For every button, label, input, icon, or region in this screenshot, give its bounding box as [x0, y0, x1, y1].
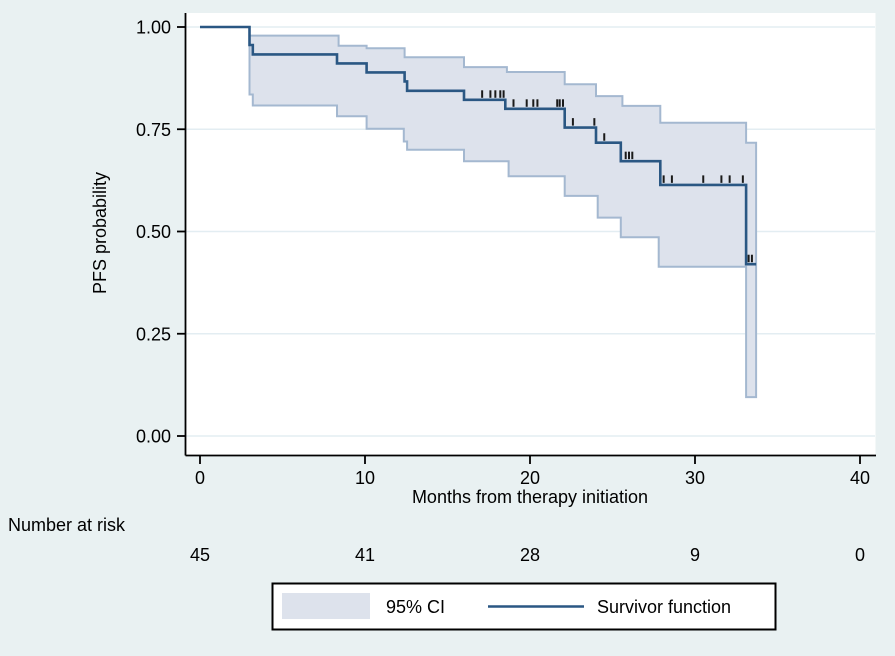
risk-count: 9 [690, 545, 700, 565]
x-tick-label: 30 [685, 468, 705, 488]
risk-count: 28 [520, 545, 540, 565]
y-tick-label: 0.50 [136, 222, 171, 242]
x-tick-label: 40 [850, 468, 870, 488]
risk-count: 45 [190, 545, 210, 565]
risk-count: 41 [355, 545, 375, 565]
risk-count: 0 [855, 545, 865, 565]
risk-table-label: Number at risk [8, 515, 126, 535]
x-axis-title: Months from therapy initiation [412, 487, 648, 507]
x-tick-label: 10 [355, 468, 375, 488]
y-tick-label: 0.00 [136, 427, 171, 447]
survivor-line-layer [200, 25, 757, 266]
axes-layer [177, 13, 876, 464]
x-tick-label: 20 [520, 468, 540, 488]
censor-ticks-layer [481, 90, 753, 263]
y-tick-label: 0.25 [136, 324, 171, 344]
ci-band-layer [248, 27, 758, 399]
risk-table-values: 45 41 28 9 0 [190, 545, 865, 565]
legend-survivor-label: Survivor function [597, 597, 731, 617]
survivor-function-line [200, 25, 757, 266]
x-tick-label: 0 [195, 468, 205, 488]
y-tick-label: 0.75 [136, 120, 171, 140]
legend-ci-label: 95% CI [386, 597, 445, 617]
ci-band [248, 27, 758, 399]
y-tick-label: 1.00 [136, 18, 171, 38]
y-axis-title: PFS probability [90, 172, 110, 294]
legend: 95% CI Survivor function [271, 582, 777, 631]
legend-ci-swatch [282, 593, 370, 619]
tick-labels-layer: 0.00 0.25 0.50 0.75 1.00 0 10 20 30 40 [136, 18, 870, 489]
